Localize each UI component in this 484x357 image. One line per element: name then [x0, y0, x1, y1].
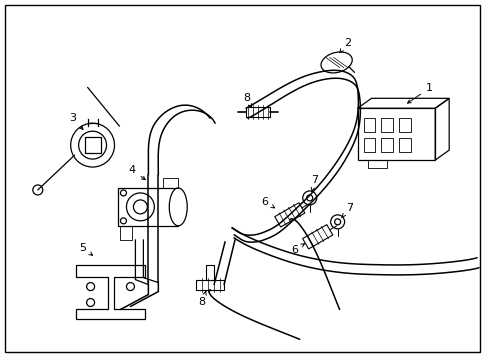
- Text: 7: 7: [341, 203, 352, 218]
- Text: 6: 6: [291, 244, 304, 255]
- Text: 3: 3: [69, 113, 83, 129]
- Text: 2: 2: [339, 37, 350, 53]
- Text: 8: 8: [243, 93, 251, 107]
- Text: 6: 6: [261, 197, 274, 208]
- Ellipse shape: [169, 188, 187, 226]
- Text: 4: 4: [129, 165, 145, 180]
- Text: 1: 1: [407, 83, 432, 103]
- Text: 7: 7: [311, 175, 318, 191]
- Text: 8: 8: [198, 291, 206, 307]
- Text: 5: 5: [79, 243, 92, 255]
